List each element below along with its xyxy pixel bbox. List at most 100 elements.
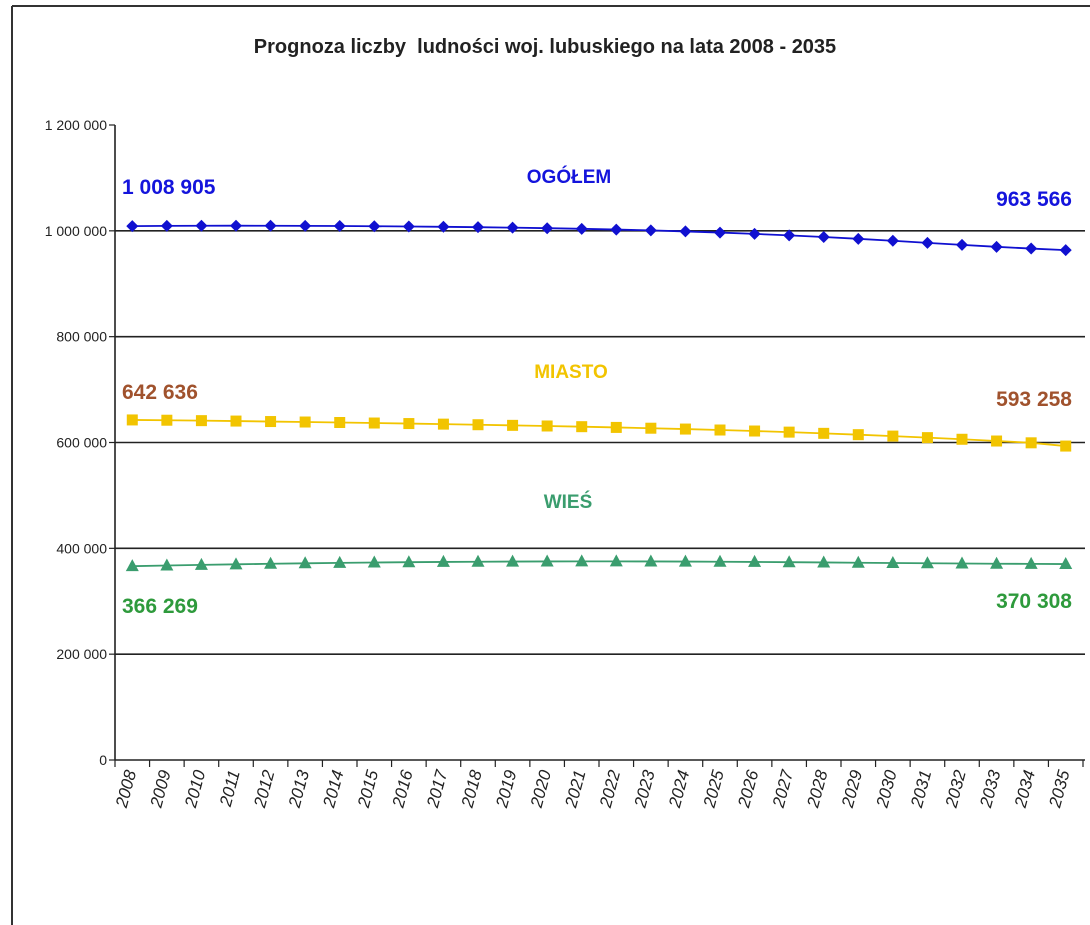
data-point bbox=[402, 555, 416, 568]
data-point bbox=[126, 220, 139, 233]
x-tick-label: 2012 bbox=[250, 768, 279, 811]
x-tick-label: 2021 bbox=[561, 768, 589, 810]
y-tick-label: 800 000 bbox=[56, 329, 107, 345]
data-point bbox=[541, 222, 554, 235]
data-point bbox=[126, 414, 138, 426]
data-point bbox=[714, 424, 726, 436]
data-point bbox=[1025, 242, 1038, 255]
data-point bbox=[230, 415, 242, 427]
x-tick-label: 2015 bbox=[354, 768, 383, 811]
data-point bbox=[195, 219, 208, 232]
data-point bbox=[334, 416, 346, 428]
x-tick-label: 2010 bbox=[181, 768, 210, 811]
data-point bbox=[402, 220, 415, 233]
data-point bbox=[436, 554, 450, 567]
data-point bbox=[679, 225, 692, 238]
data-point bbox=[368, 220, 381, 233]
data-point bbox=[576, 421, 588, 433]
data-point bbox=[610, 223, 623, 236]
y-tick-label: 600 000 bbox=[56, 435, 107, 451]
data-point bbox=[194, 557, 208, 570]
data-point bbox=[644, 224, 657, 237]
data-point bbox=[783, 229, 796, 242]
chart-title: Prognoza liczby ludności woj. lubuskiego… bbox=[253, 36, 837, 58]
data-point bbox=[264, 219, 277, 232]
x-tick-label: 2017 bbox=[423, 768, 452, 811]
x-tick-label: 2016 bbox=[388, 768, 417, 811]
data-point bbox=[1060, 440, 1072, 452]
data-point bbox=[956, 433, 968, 445]
data-point bbox=[333, 555, 347, 568]
data-point bbox=[644, 554, 658, 567]
series-line bbox=[132, 560, 1066, 568]
x-tick-label: 2027 bbox=[769, 768, 798, 811]
data-point bbox=[160, 219, 173, 232]
x-tick-label: 2024 bbox=[665, 768, 693, 810]
data-point bbox=[472, 419, 484, 431]
data-point bbox=[748, 227, 761, 240]
data-point bbox=[265, 416, 277, 428]
data-point bbox=[506, 554, 520, 567]
start-value-label: 366 269 bbox=[122, 595, 198, 618]
y-tick-label: 1 000 000 bbox=[45, 223, 107, 239]
data-point bbox=[298, 556, 312, 569]
data-point bbox=[575, 554, 589, 567]
data-point bbox=[1059, 557, 1073, 570]
data-point bbox=[403, 418, 415, 430]
end-value-label: 593 258 bbox=[996, 388, 1072, 411]
data-point bbox=[229, 557, 243, 570]
data-point bbox=[264, 556, 278, 569]
data-point bbox=[818, 427, 830, 439]
data-point bbox=[679, 423, 691, 435]
data-point bbox=[506, 221, 519, 234]
x-tick-label: 2009 bbox=[146, 768, 175, 811]
data-point bbox=[541, 420, 553, 432]
data-point bbox=[921, 432, 933, 444]
y-tick-label: 400 000 bbox=[56, 540, 107, 556]
series-line bbox=[132, 224, 1066, 252]
data-point bbox=[920, 556, 934, 569]
data-point bbox=[367, 555, 381, 568]
x-tick-label: 2031 bbox=[907, 768, 935, 810]
data-point bbox=[368, 417, 380, 429]
data-point bbox=[678, 554, 692, 567]
data-point bbox=[610, 421, 622, 433]
data-point bbox=[956, 238, 968, 251]
data-point bbox=[990, 556, 1004, 569]
x-tick-label: 2035 bbox=[1045, 768, 1074, 811]
x-tick-label: 2029 bbox=[838, 768, 867, 811]
x-tick-label: 2025 bbox=[699, 768, 728, 811]
series-name-label: OGÓŁEM bbox=[527, 166, 611, 188]
data-point bbox=[990, 240, 1003, 253]
data-point bbox=[852, 429, 864, 441]
data-point bbox=[714, 226, 726, 239]
x-tick-label: 2013 bbox=[285, 768, 314, 811]
data-point bbox=[886, 234, 899, 247]
data-point bbox=[161, 414, 173, 426]
data-point bbox=[748, 554, 762, 567]
data-point bbox=[160, 558, 174, 571]
data-point bbox=[645, 422, 657, 434]
y-tick-label: 1 200 000 bbox=[45, 117, 107, 133]
data-point bbox=[817, 231, 830, 244]
data-point bbox=[1059, 244, 1072, 257]
series-name-label: WIEŚ bbox=[544, 491, 593, 513]
start-value-label: 1 008 905 bbox=[122, 176, 216, 199]
data-point bbox=[609, 554, 623, 567]
x-tick-label: 2032 bbox=[941, 768, 970, 811]
y-tick-label: 200 000 bbox=[56, 646, 107, 662]
data-point bbox=[230, 219, 242, 232]
data-point bbox=[886, 555, 900, 568]
y-tick-label: 0 bbox=[99, 752, 107, 768]
data-point bbox=[749, 425, 761, 437]
x-tick-label: 2019 bbox=[492, 768, 521, 811]
x-tick-label: 2008 bbox=[112, 768, 141, 811]
data-point bbox=[783, 426, 795, 438]
data-point bbox=[299, 219, 312, 232]
x-tick-label: 2030 bbox=[872, 768, 901, 811]
data-point bbox=[782, 555, 796, 568]
end-value-label: 963 566 bbox=[996, 188, 1072, 211]
x-tick-label: 2026 bbox=[734, 768, 763, 811]
